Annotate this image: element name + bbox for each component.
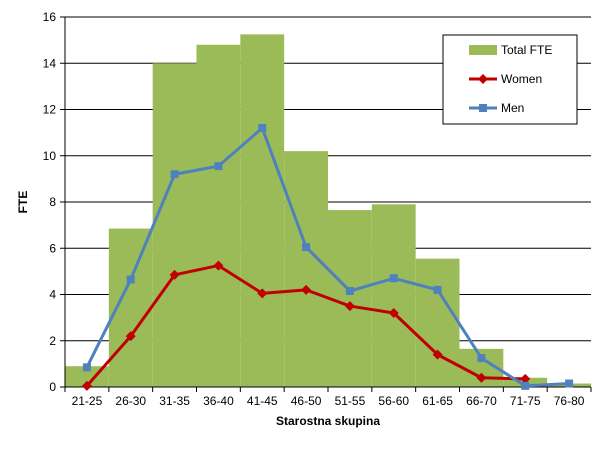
bar-series [65, 34, 591, 387]
men-point-31-35 [170, 170, 179, 179]
x-tick-label: 56-60 [378, 394, 409, 408]
bar-51-55 [328, 210, 372, 387]
men-point-61-65 [433, 285, 442, 294]
series-women [81, 260, 531, 391]
line-series [81, 124, 574, 391]
x-tick-labels: 21-25 26-30 31-35 36-40 41-45 46-50 51-55 56-60… [72, 394, 585, 408]
bar-31-35 [152, 63, 197, 387]
y-tick-label: 16 [43, 10, 57, 24]
bar-46-50 [284, 151, 328, 387]
y-tick-label: 8 [49, 195, 56, 209]
legend: Total FTE Women Men [442, 34, 578, 125]
women-point-71-75 [520, 373, 531, 384]
x-tick-label: 51-55 [335, 394, 366, 408]
x-tick-label: 21-25 [72, 394, 103, 408]
legend-marker-men [479, 104, 487, 112]
men-point-41-45 [258, 124, 267, 132]
y-tick-label: 14 [43, 56, 57, 70]
women-point-41-45 [257, 288, 268, 299]
y-tick-label: 0 [49, 380, 56, 394]
x-tick-label: 31-35 [159, 394, 190, 408]
bar-36-40 [196, 44, 241, 387]
men-line [85, 126, 570, 388]
men-point-51-55 [345, 287, 354, 296]
women-point-21-25 [81, 380, 92, 391]
x-tick-label: 76-80 [554, 394, 585, 408]
y-tick-label: 6 [49, 241, 56, 255]
x-tick-label: 61-65 [422, 394, 453, 408]
x-axis-label: Starostna skupina [276, 414, 380, 428]
x-tick-label: 46-50 [291, 394, 322, 408]
legend-label-men: Men [501, 101, 524, 115]
y-tick-label: 10 [43, 149, 57, 163]
men-point-26-30 [126, 275, 135, 284]
legend-marker-women [478, 74, 488, 84]
y-axis-label: FTE [16, 191, 30, 214]
legend-label-women: Women [501, 72, 542, 86]
bar-61-65 [415, 258, 460, 387]
legend-box [442, 34, 578, 125]
series-men [82, 124, 574, 390]
x-tick-label: 41-45 [247, 394, 278, 408]
women-point-46-50 [301, 284, 312, 295]
x-tick-label: 26-30 [115, 394, 146, 408]
women-point-56-60 [388, 308, 399, 318]
y-tick-label: 2 [49, 334, 56, 348]
women-point-26-30 [125, 331, 136, 342]
women-point-51-55 [344, 301, 355, 312]
y-tick-label: 12 [43, 103, 57, 117]
men-point-71-75 [521, 381, 530, 390]
men-point-46-50 [302, 243, 311, 252]
bar-41-45 [240, 34, 285, 387]
y-tick-labels: 0 2 4 6 8 10 12 14 16 [43, 10, 57, 394]
women-point-66-70 [476, 372, 487, 383]
women-point-36-40 [213, 260, 224, 271]
x-tick-label: 71-75 [510, 394, 541, 408]
men-point-21-25 [82, 363, 91, 372]
men-point-56-60 [389, 274, 398, 283]
men-point-36-40 [214, 162, 223, 171]
x-tick-label: 36-40 [203, 394, 234, 408]
x-tick-label: 66-70 [466, 394, 497, 408]
men-point-76-80 [565, 379, 574, 388]
women-point-61-65 [432, 349, 443, 360]
bar-56-60 [371, 204, 416, 387]
axes [60, 16, 592, 392]
legend-label-total-fte: Total FTE [501, 43, 552, 57]
legend-swatch-total-fte [469, 45, 497, 55]
y-tick-label: 4 [49, 288, 56, 302]
men-point-66-70 [477, 354, 486, 363]
women-point-31-35 [169, 269, 180, 280]
